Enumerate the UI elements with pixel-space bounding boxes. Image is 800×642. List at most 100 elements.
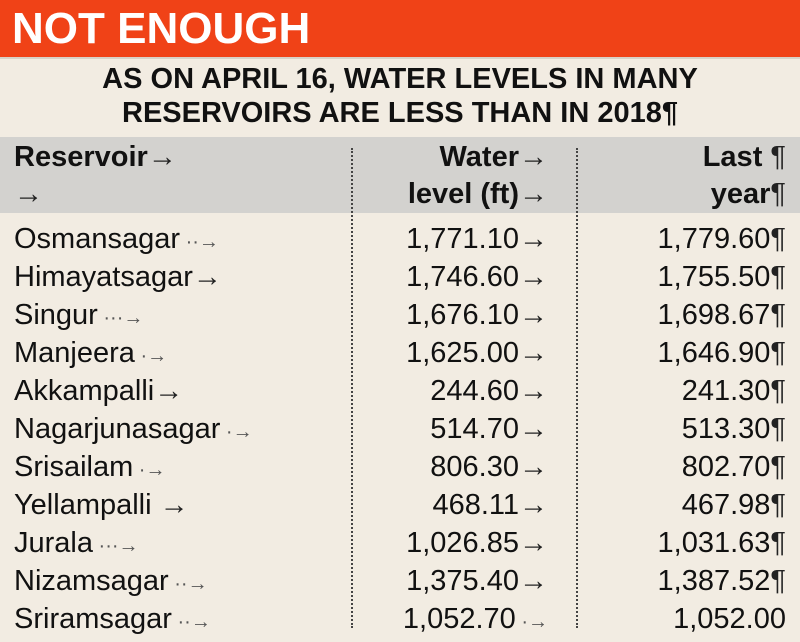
reservoir-name: Akkampalli [14, 375, 155, 407]
table-row: Osmansagar ··→ 1,771.10→ 1,779.60¶ [0, 220, 800, 258]
tab-arrow-icon: → [519, 261, 548, 293]
header-last-year-line-2: year¶ [711, 176, 786, 213]
headline-banner: NOT ENOUGH [0, 0, 800, 59]
cell-water-level: 1,375.40→ [406, 562, 548, 600]
tab-arrow-icon: → [519, 451, 548, 483]
cell-water-level: 1,625.00→ [406, 334, 548, 372]
table-row: Jurala ···→ 1,026.85→ 1,031.63¶ [0, 524, 800, 562]
cell-reservoir: Srisailam ·→ [14, 448, 165, 489]
table-row: Akkampalli→ 244.60→ 241.30¶ [0, 372, 800, 410]
water-level-value: 468.11 [432, 489, 519, 521]
table-row: Nagarjunasagar ·→ 514.70→ 513.30¶ [0, 410, 800, 448]
tab-arrow-icon: → [14, 178, 43, 210]
cell-reservoir: Manjeera ·→ [14, 334, 167, 375]
subheadline-line-1: AS ON APRIL 16, WATER LEVELS IN MANY [102, 63, 698, 95]
last-year-value: 241.30 [681, 375, 771, 407]
water-level-value: 1,676.10 [406, 299, 519, 331]
table-row: Yellampalli → 468.11→ 467.98¶ [0, 486, 800, 524]
header-last-year-text-2: year [710, 178, 771, 210]
last-year-value: 1,052.00 [673, 603, 786, 635]
table-row: Nizamsagar ··→ 1,375.40→ 1,387.52¶ [0, 562, 800, 600]
last-year-value: 1,646.90 [657, 337, 771, 369]
cell-reservoir: Nizamsagar ··→ [14, 562, 208, 603]
tab-arrow-icon: → [519, 527, 548, 559]
water-level-value: 244.60 [430, 375, 519, 407]
cell-last-year: 1,646.90¶ [658, 334, 786, 372]
tab-arrow-icon: ·→ [515, 611, 548, 633]
tab-arrow-icon: → [151, 489, 189, 521]
water-level-value: 514.70 [430, 413, 519, 445]
tab-arrow-icon: ··→ [168, 573, 208, 595]
last-year-value: 513.30 [681, 413, 771, 445]
tab-arrow-icon: → [519, 565, 548, 597]
cell-water-level: 1,746.60→ [406, 258, 548, 296]
cell-last-year: 513.30¶ [682, 410, 786, 448]
cell-reservoir: Akkampalli→ [14, 372, 183, 410]
cell-reservoir: Jurala ···→ [14, 524, 139, 565]
table-body: Osmansagar ··→ 1,771.10→ 1,779.60¶ Himay… [0, 220, 800, 638]
header-water-level-text: Water [439, 141, 520, 173]
cell-water-level: 468.11→ [432, 486, 548, 524]
cell-last-year: 1,698.67¶ [658, 296, 786, 334]
header-water-level-text-2: level (ft) [407, 178, 519, 210]
tab-arrow-icon: ··→ [180, 231, 219, 253]
pilcrow-icon: ¶ [770, 299, 786, 331]
tab-arrow-icon: ·→ [133, 459, 166, 481]
tab-arrow-icon: ···→ [93, 535, 139, 557]
last-year-value: 802.70 [681, 451, 771, 483]
pilcrow-icon: ¶ [770, 527, 786, 559]
tab-arrow-icon: ·→ [220, 421, 253, 443]
pilcrow-icon: ¶ [770, 489, 786, 521]
cell-water-level: 1,052.70 ·→ [403, 600, 548, 641]
table-row: Srisailam ·→ 806.30→ 802.70¶ [0, 448, 800, 486]
cell-last-year: 1,387.52¶ [658, 562, 786, 600]
column-divider-2 [576, 148, 578, 628]
cell-water-level: 1,026.85→ [406, 524, 548, 562]
headline-title: NOT ENOUGH [12, 4, 311, 53]
pilcrow-icon: ¶ [770, 223, 786, 255]
table-row: Sriramsagar ··→ 1,052.70 ·→ 1,052.00 [0, 600, 800, 638]
pilcrow-icon: ¶ [762, 141, 786, 173]
reservoir-name: Srisailam [14, 451, 134, 483]
reservoir-name: Jurala [14, 527, 93, 559]
cell-last-year: 1,779.60¶ [658, 220, 786, 258]
cell-reservoir: Nagarjunasagar ·→ [14, 410, 253, 451]
header-reservoir-text: Reservoir [14, 141, 148, 173]
header-last-year: Last ¶ [703, 139, 786, 176]
tab-arrow-icon: → [519, 413, 548, 445]
reservoir-name: Sriramsagar [14, 603, 172, 635]
cell-water-level: 806.30→ [430, 448, 548, 486]
reservoir-name: Singur [14, 299, 98, 331]
pilcrow-icon: ¶ [770, 375, 786, 407]
pilcrow-icon: ¶ [770, 261, 786, 293]
last-year-value: 1,031.63 [657, 527, 771, 559]
reservoir-name: Yellampalli [14, 489, 152, 521]
table-row: Manjeera ·→ 1,625.00→ 1,646.90¶ [0, 334, 800, 372]
cell-reservoir: Singur ···→ [14, 296, 143, 337]
tab-arrow-icon: → [154, 375, 184, 407]
water-level-value: 1,026.85 [406, 527, 519, 559]
column-divider-1 [351, 148, 353, 628]
cell-water-level: 244.60→ [430, 372, 548, 410]
tab-arrow-icon: → [192, 261, 222, 293]
water-level-value: 1,375.40 [406, 565, 519, 597]
reservoir-name: Nagarjunasagar [14, 413, 221, 445]
water-level-value: 1,746.60 [406, 261, 519, 293]
header-water-level: Water→ [440, 139, 549, 176]
subheadline-line-2: RESERVOIRS ARE LESS THAN IN 2018¶ [122, 97, 678, 129]
tab-arrow-icon: → [519, 178, 548, 210]
cell-water-level: 1,771.10→ [406, 220, 548, 258]
cell-reservoir: Yellampalli → [14, 486, 189, 524]
last-year-value: 1,755.50 [657, 261, 771, 293]
header-reservoir: Reservoir→ [14, 139, 177, 176]
header-water-level-line-2: level (ft)→ [408, 176, 548, 213]
cell-reservoir: Osmansagar ··→ [14, 220, 219, 261]
table-row: Himayatsagar→ 1,746.60→ 1,755.50¶ [0, 258, 800, 296]
last-year-value: 467.98 [681, 489, 771, 521]
water-level-value: 1,052.70 [402, 603, 516, 635]
cell-last-year: 467.98¶ [682, 486, 786, 524]
header-last-year-text: Last [702, 141, 763, 173]
cell-water-level: 514.70→ [430, 410, 548, 448]
last-year-value: 1,779.60 [657, 223, 771, 255]
tab-arrow-icon: → [519, 337, 548, 369]
